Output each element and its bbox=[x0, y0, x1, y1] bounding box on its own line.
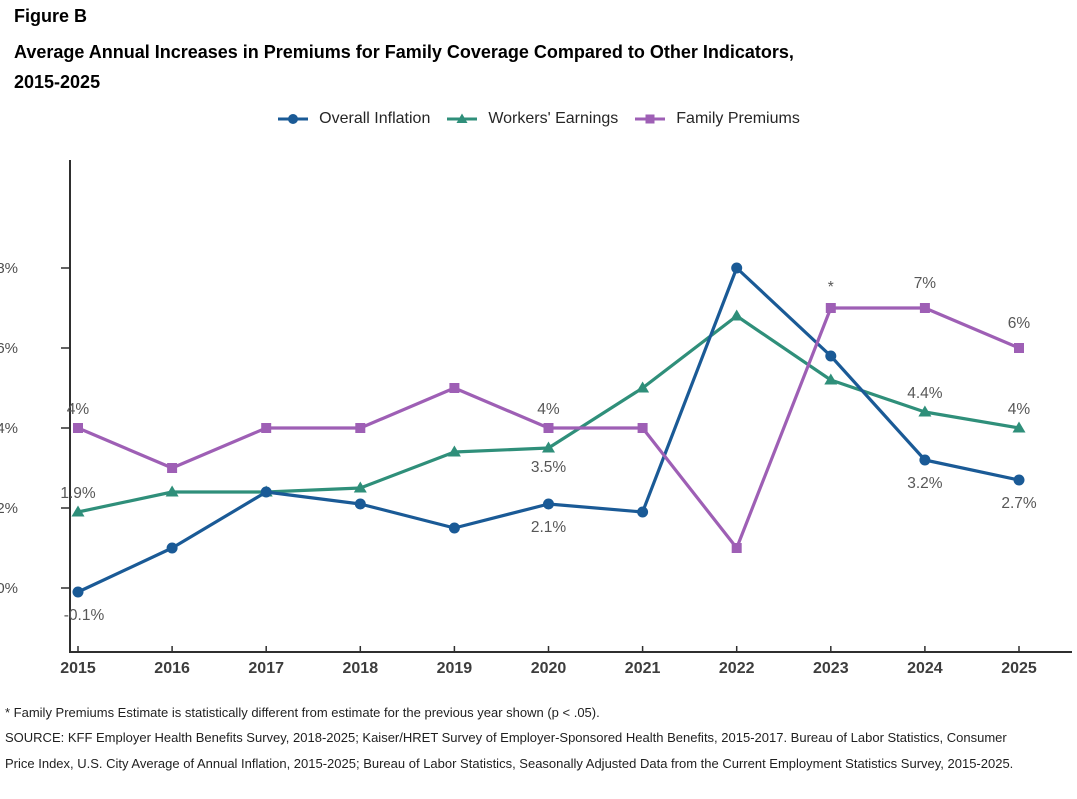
x-tick-label: 2021 bbox=[625, 660, 661, 677]
data-point bbox=[637, 506, 649, 518]
data-point bbox=[731, 262, 743, 274]
data-point bbox=[919, 303, 930, 313]
data-point bbox=[919, 454, 931, 466]
data-point bbox=[165, 485, 179, 497]
legend-item-label: Workers' Earnings bbox=[488, 110, 619, 127]
y-tick-label: 8% bbox=[0, 260, 18, 277]
legend-item: Workers' Earnings bbox=[446, 110, 618, 128]
data-point bbox=[448, 522, 460, 534]
chart-legend: Overall Inflation Workers' Earnings Family… bbox=[0, 110, 1077, 128]
data-point bbox=[260, 486, 272, 498]
legend-circle-marker-icon bbox=[277, 112, 309, 126]
data-point bbox=[449, 383, 460, 393]
point-label: 4% bbox=[67, 401, 90, 418]
point-label: 4% bbox=[537, 401, 560, 418]
point-label: * bbox=[828, 279, 834, 296]
data-point bbox=[637, 423, 648, 433]
data-point bbox=[71, 505, 85, 517]
point-label: -0.1% bbox=[64, 607, 105, 624]
data-point bbox=[1013, 474, 1025, 486]
x-tick-label: 2019 bbox=[437, 660, 473, 677]
legend-item-label: Overall Inflation bbox=[319, 110, 431, 127]
chart-title: Average Annual Increases in Premiums for… bbox=[14, 37, 794, 97]
point-label: 2.1% bbox=[531, 519, 567, 536]
data-point bbox=[543, 498, 554, 510]
x-tick-label: 2016 bbox=[154, 660, 190, 677]
data-point bbox=[636, 381, 650, 393]
chart-title-line1: Average Annual Increases in Premiums for… bbox=[14, 42, 794, 62]
x-tick-label: 2020 bbox=[531, 660, 567, 677]
footnote-source: SOURCE: KFF Employer Health Benefits Sur… bbox=[5, 730, 1014, 771]
data-point bbox=[1012, 421, 1026, 433]
point-label: 4% bbox=[1008, 401, 1031, 418]
legend-item: Overall Inflation bbox=[277, 110, 430, 128]
data-point bbox=[261, 423, 272, 433]
legend-square-marker-icon bbox=[634, 112, 666, 126]
data-point bbox=[353, 481, 367, 493]
data-point bbox=[72, 586, 84, 598]
point-label: 2.7% bbox=[1001, 495, 1037, 512]
data-point bbox=[73, 423, 83, 433]
x-tick-label: 2024 bbox=[907, 660, 943, 677]
data-point bbox=[166, 542, 178, 554]
x-tick-label: 2022 bbox=[719, 660, 755, 677]
legend-item: Family Premiums bbox=[634, 110, 800, 128]
x-tick-label: 2025 bbox=[1001, 660, 1037, 677]
x-tick-label: 2017 bbox=[248, 660, 284, 677]
data-point bbox=[825, 303, 836, 313]
x-tick-label: 2018 bbox=[343, 660, 379, 677]
point-label: 6% bbox=[1008, 315, 1031, 332]
legend-triangle-marker-icon bbox=[446, 112, 478, 126]
data-point bbox=[542, 441, 555, 453]
y-tick-label: 0% bbox=[0, 580, 18, 597]
point-label: 1.9% bbox=[60, 485, 96, 502]
data-point bbox=[730, 309, 744, 321]
point-label: 3.5% bbox=[531, 459, 567, 476]
figure-label: Figure B bbox=[14, 6, 88, 26]
footnote-asterisk: * Family Premiums Estimate is statistica… bbox=[5, 705, 600, 720]
data-point bbox=[167, 463, 178, 473]
point-label: 3.2% bbox=[907, 475, 943, 492]
legend-item-label: Family Premiums bbox=[676, 110, 800, 127]
data-point bbox=[354, 498, 366, 510]
y-tick-label: 6% bbox=[0, 340, 18, 357]
data-point bbox=[824, 373, 838, 385]
point-label: 7% bbox=[914, 275, 937, 292]
data-point bbox=[543, 423, 554, 433]
x-tick-label: 2015 bbox=[60, 660, 96, 677]
point-label: 4.4% bbox=[907, 385, 943, 402]
data-point bbox=[355, 423, 366, 433]
footnotes: * Family Premiums Estimate is statistica… bbox=[5, 700, 1035, 776]
data-point bbox=[1014, 343, 1024, 353]
y-tick-label: 2% bbox=[0, 500, 18, 517]
y-tick-label: 4% bbox=[0, 420, 18, 437]
data-point bbox=[731, 543, 742, 553]
data-point bbox=[825, 350, 837, 362]
data-point bbox=[447, 445, 461, 457]
data-point bbox=[918, 405, 932, 417]
line-chart: 0% 2% 4% 6% 8% 2015 2016 2017 2018 2019 2020 2021 20… bbox=[0, 160, 1072, 677]
x-tick-label: 2023 bbox=[813, 660, 849, 677]
chart-title-line2: 2015-2025 bbox=[14, 72, 101, 92]
